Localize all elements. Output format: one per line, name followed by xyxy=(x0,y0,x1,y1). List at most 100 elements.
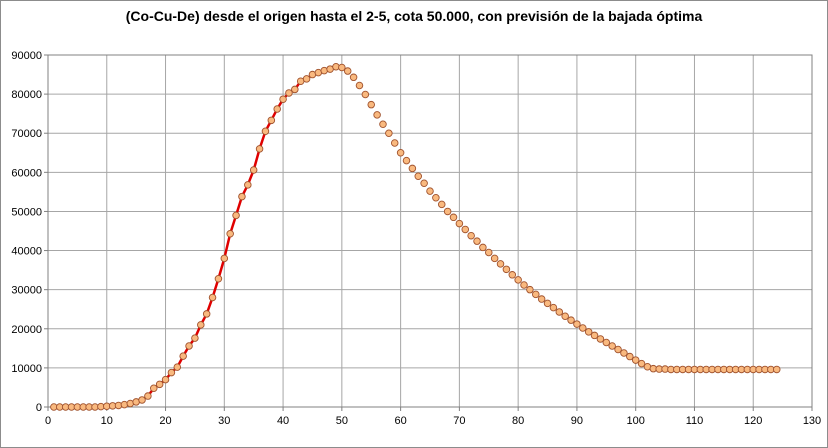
data-point xyxy=(302,75,311,83)
x-tick-label: 60 xyxy=(394,415,406,427)
data-point xyxy=(614,345,622,354)
data-point xyxy=(390,139,399,147)
data-point xyxy=(467,231,475,240)
data-point xyxy=(173,363,182,371)
data-point xyxy=(461,225,470,234)
data-point xyxy=(631,356,640,364)
y-tick-label: 10000 xyxy=(11,363,42,375)
data-point xyxy=(502,265,511,274)
data-point xyxy=(567,316,575,324)
data-point xyxy=(367,100,375,109)
data-point xyxy=(579,324,587,332)
data-point xyxy=(291,85,299,94)
data-point xyxy=(238,192,246,201)
x-tick-label: 50 xyxy=(336,415,348,427)
data-point xyxy=(361,90,370,99)
grid-lines xyxy=(47,54,813,408)
data-point xyxy=(602,338,611,347)
y-tick-label: 20000 xyxy=(11,324,42,336)
data-point xyxy=(343,67,352,75)
data-point xyxy=(273,105,281,113)
y-tick-label: 60000 xyxy=(11,167,42,179)
data-point xyxy=(161,375,170,384)
data-point xyxy=(526,285,534,294)
series-markers-only xyxy=(343,67,781,374)
data-point xyxy=(596,335,605,343)
data-point xyxy=(385,129,393,137)
data-point xyxy=(573,320,581,328)
series-line xyxy=(53,65,343,409)
data-point xyxy=(261,127,270,136)
data-point xyxy=(155,380,164,389)
data-point xyxy=(185,342,193,350)
data-point xyxy=(208,293,217,302)
data-point xyxy=(479,243,487,252)
data-point xyxy=(584,328,593,336)
data-point xyxy=(255,145,264,153)
data-point xyxy=(549,303,558,312)
x-tick-label: 30 xyxy=(218,415,230,427)
data-point xyxy=(420,179,428,188)
data-point xyxy=(555,308,564,316)
data-point xyxy=(396,149,405,157)
data-point xyxy=(349,73,358,82)
data-point xyxy=(232,211,240,220)
data-point xyxy=(249,166,258,174)
tick-labels: 0 10000 20000 30000 40000 50000 60000 70000 8000… xyxy=(11,50,821,427)
data-point xyxy=(191,334,199,342)
x-tick-label: 70 xyxy=(453,415,465,427)
x-tick-label: 110 xyxy=(686,415,704,427)
data-point xyxy=(202,310,211,318)
data-point xyxy=(167,368,176,377)
data-point xyxy=(620,349,628,357)
data-point xyxy=(373,111,381,119)
data-point xyxy=(338,63,346,72)
data-point xyxy=(179,352,187,360)
chart-title: (Co-Cu-De) desde el origen hasta el 2-5,… xyxy=(125,8,703,24)
x-tick-label: 80 xyxy=(512,415,524,427)
data-point xyxy=(432,194,440,202)
data-point xyxy=(279,95,287,103)
y-tick-label: 50000 xyxy=(11,206,42,218)
series-red-line-with-markers xyxy=(50,62,346,411)
data-point xyxy=(267,116,276,125)
data-point xyxy=(150,384,158,392)
y-tick-label: 90000 xyxy=(11,50,42,62)
data-point xyxy=(520,281,528,289)
data-point xyxy=(220,254,229,263)
y-tick-label: 40000 xyxy=(11,246,42,258)
plot-area-border xyxy=(47,54,813,408)
data-point xyxy=(443,207,452,216)
data-point xyxy=(355,81,364,90)
data-point xyxy=(532,290,540,299)
data-point xyxy=(455,219,464,228)
x-tick-label: 130 xyxy=(803,415,821,427)
data-point xyxy=(590,331,599,340)
data-point xyxy=(438,200,446,209)
x-tick-label: 10 xyxy=(101,415,113,427)
x-tick-label: 120 xyxy=(744,415,762,427)
data-point xyxy=(449,213,458,222)
data-point xyxy=(543,299,552,308)
data-point xyxy=(285,89,293,97)
data-point xyxy=(561,312,569,321)
data-point xyxy=(197,321,205,329)
data-point xyxy=(514,276,522,284)
x-tick-label: 20 xyxy=(159,415,171,427)
data-series xyxy=(50,62,781,411)
y-tick-label: 70000 xyxy=(11,128,42,140)
data-point xyxy=(508,271,517,279)
data-point xyxy=(379,120,387,128)
axes xyxy=(44,54,813,411)
data-point xyxy=(402,156,411,165)
x-tick-label: 40 xyxy=(277,415,289,427)
data-point xyxy=(608,342,616,350)
data-point xyxy=(414,172,423,180)
data-point xyxy=(226,229,234,238)
data-point xyxy=(537,295,546,303)
data-point xyxy=(490,254,499,263)
data-point xyxy=(772,365,781,374)
x-tick-label: 100 xyxy=(627,415,645,427)
y-tick-label: 80000 xyxy=(11,89,42,101)
